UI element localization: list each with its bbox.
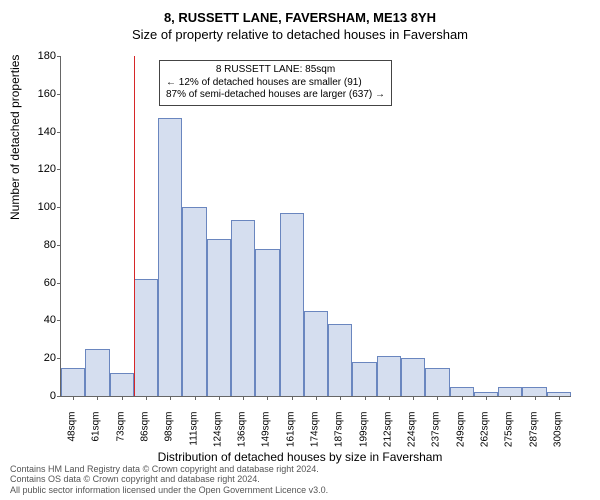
histogram-bar bbox=[255, 249, 279, 396]
x-tick-label: 174sqm bbox=[310, 412, 321, 462]
x-tick-mark bbox=[97, 396, 98, 400]
histogram-bar bbox=[450, 387, 474, 396]
x-tick-label: 212sqm bbox=[382, 412, 393, 462]
x-tick-label: 48sqm bbox=[67, 412, 78, 462]
y-axis-label: Number of detached properties bbox=[8, 55, 22, 220]
y-tick-mark bbox=[57, 358, 61, 359]
plot-area: 8 RUSSETT LANE: 85sqm ← 12% of detached … bbox=[60, 56, 571, 397]
x-tick-label: 300sqm bbox=[552, 412, 563, 462]
y-tick-mark bbox=[57, 207, 61, 208]
title-sub: Size of property relative to detached ho… bbox=[0, 25, 600, 48]
x-tick-mark bbox=[316, 396, 317, 400]
x-tick-label: 124sqm bbox=[212, 412, 223, 462]
x-tick-mark bbox=[486, 396, 487, 400]
x-tick-label: 199sqm bbox=[358, 412, 369, 462]
histogram-bar bbox=[401, 358, 425, 396]
histogram-bar bbox=[207, 239, 231, 396]
x-tick-mark bbox=[219, 396, 220, 400]
x-tick-mark bbox=[413, 396, 414, 400]
x-tick-label: 187sqm bbox=[334, 412, 345, 462]
x-tick-label: 86sqm bbox=[140, 412, 151, 462]
x-tick-label: 98sqm bbox=[164, 412, 175, 462]
y-tick-label: 80 bbox=[26, 239, 56, 251]
histogram-bar bbox=[328, 324, 352, 396]
x-tick-label: 224sqm bbox=[407, 412, 418, 462]
y-tick-label: 40 bbox=[26, 314, 56, 326]
title-main: 8, RUSSETT LANE, FAVERSHAM, ME13 8YH bbox=[0, 0, 600, 25]
x-tick-mark bbox=[122, 396, 123, 400]
y-tick-label: 60 bbox=[26, 277, 56, 289]
x-tick-label: 111sqm bbox=[188, 412, 199, 462]
y-tick-label: 20 bbox=[26, 352, 56, 364]
x-tick-label: 149sqm bbox=[261, 412, 272, 462]
histogram-bar bbox=[61, 368, 85, 396]
x-tick-mark bbox=[510, 396, 511, 400]
y-tick-mark bbox=[57, 94, 61, 95]
x-tick-label: 136sqm bbox=[237, 412, 248, 462]
x-tick-label: 249sqm bbox=[455, 412, 466, 462]
y-tick-label: 160 bbox=[26, 88, 56, 100]
y-tick-mark bbox=[57, 396, 61, 397]
x-tick-mark bbox=[243, 396, 244, 400]
x-tick-mark bbox=[146, 396, 147, 400]
footer-line-2: Contains OS data © Crown copyright and d… bbox=[10, 474, 328, 485]
y-tick-label: 140 bbox=[26, 126, 56, 138]
y-tick-mark bbox=[57, 245, 61, 246]
y-tick-mark bbox=[57, 56, 61, 57]
histogram-bar bbox=[377, 356, 401, 396]
histogram-bar bbox=[110, 373, 134, 396]
histogram-bar bbox=[304, 311, 328, 396]
x-tick-mark bbox=[73, 396, 74, 400]
histogram-bar bbox=[498, 387, 522, 396]
x-tick-mark bbox=[559, 396, 560, 400]
y-tick-mark bbox=[57, 320, 61, 321]
annotation-box: 8 RUSSETT LANE: 85sqm ← 12% of detached … bbox=[159, 60, 392, 106]
histogram-bar bbox=[280, 213, 304, 396]
x-tick-label: 287sqm bbox=[528, 412, 539, 462]
footer-line-1: Contains HM Land Registry data © Crown c… bbox=[10, 464, 328, 475]
histogram-bar bbox=[158, 118, 182, 396]
x-tick-label: 275sqm bbox=[504, 412, 515, 462]
y-tick-label: 180 bbox=[26, 50, 56, 62]
y-tick-label: 120 bbox=[26, 163, 56, 175]
x-tick-label: 61sqm bbox=[91, 412, 102, 462]
x-tick-mark bbox=[292, 396, 293, 400]
histogram-bar bbox=[231, 220, 255, 396]
annotation-line-2: ← 12% of detached houses are smaller (91… bbox=[166, 77, 385, 90]
x-tick-mark bbox=[462, 396, 463, 400]
x-tick-mark bbox=[365, 396, 366, 400]
x-tick-label: 73sqm bbox=[115, 412, 126, 462]
histogram-bar bbox=[182, 207, 206, 396]
x-tick-mark bbox=[340, 396, 341, 400]
x-tick-mark bbox=[195, 396, 196, 400]
y-tick-mark bbox=[57, 169, 61, 170]
y-tick-mark bbox=[57, 283, 61, 284]
annotation-line-3: 87% of semi-detached houses are larger (… bbox=[166, 89, 385, 102]
x-tick-mark bbox=[170, 396, 171, 400]
x-tick-label: 237sqm bbox=[431, 412, 442, 462]
x-tick-mark bbox=[437, 396, 438, 400]
x-tick-mark bbox=[535, 396, 536, 400]
marker-line bbox=[134, 56, 135, 396]
x-tick-mark bbox=[389, 396, 390, 400]
x-tick-mark bbox=[267, 396, 268, 400]
y-tick-mark bbox=[57, 132, 61, 133]
histogram-bar bbox=[85, 349, 109, 396]
y-tick-label: 100 bbox=[26, 201, 56, 213]
histogram-bar bbox=[522, 387, 546, 396]
y-tick-label: 0 bbox=[26, 390, 56, 402]
x-tick-label: 161sqm bbox=[285, 412, 296, 462]
x-tick-label: 262sqm bbox=[480, 412, 491, 462]
histogram-bar bbox=[134, 279, 158, 396]
footer: Contains HM Land Registry data © Crown c… bbox=[10, 464, 328, 496]
footer-line-3: All public sector information licensed u… bbox=[10, 485, 328, 496]
chart-container: 8, RUSSETT LANE, FAVERSHAM, ME13 8YH Siz… bbox=[0, 0, 600, 500]
histogram-bar bbox=[352, 362, 376, 396]
histogram-bar bbox=[425, 368, 449, 396]
annotation-line-1: 8 RUSSETT LANE: 85sqm bbox=[166, 64, 385, 77]
